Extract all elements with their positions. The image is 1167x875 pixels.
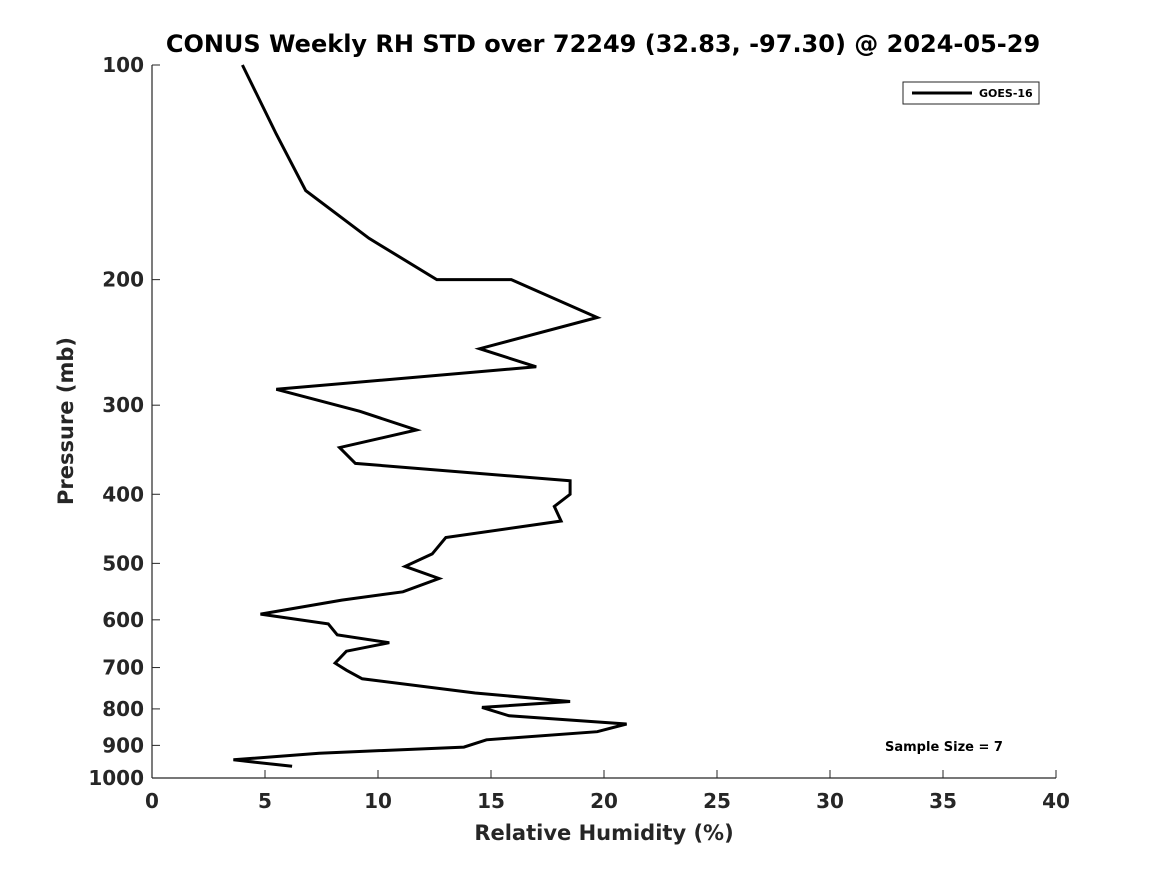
legend-label-goes-16: GOES-16 (979, 87, 1033, 100)
x-axis-label: Relative Humidity (%) (474, 821, 733, 845)
x-tick-label: 20 (590, 789, 618, 813)
y-tick-label: 600 (102, 608, 144, 632)
y-tick-label: 500 (102, 551, 144, 575)
sample-size-annotation: Sample Size = 7 (885, 740, 1003, 755)
x-tick-label: 40 (1042, 789, 1070, 813)
y-tick-label: 400 (102, 482, 144, 506)
x-tick-label: 25 (703, 789, 731, 813)
chart-title: CONUS Weekly RH STD over 72249 (32.83, -… (166, 30, 1040, 58)
y-tick-label: 800 (102, 697, 144, 721)
y-tick-label: 700 (102, 656, 144, 680)
x-tick-label: 30 (816, 789, 844, 813)
x-tick-label: 5 (258, 789, 272, 813)
plot-area (152, 65, 1056, 778)
legend: GOES-16 (902, 81, 1040, 105)
y-tick-label: 100 (102, 53, 144, 77)
y-axis-label: Pressure (mb) (54, 337, 78, 505)
y-tick-label: 900 (102, 733, 144, 757)
series-layer (233, 64, 627, 768)
x-tick-label: 10 (364, 789, 392, 813)
y-tick-label: 1000 (88, 766, 144, 790)
x-tick-label: 0 (145, 789, 159, 813)
x-tick-label: 15 (477, 789, 505, 813)
y-tick-label: 200 (102, 268, 144, 292)
y-axis-ticks: 100 200 300 400 500 600 700 800 900 1000 (88, 53, 160, 790)
series-line-goes-16 (233, 64, 627, 768)
x-axis-ticks: 0 5 10 15 20 25 30 35 40 (145, 770, 1070, 813)
y-tick-label: 300 (102, 393, 144, 417)
x-tick-label: 35 (929, 789, 957, 813)
